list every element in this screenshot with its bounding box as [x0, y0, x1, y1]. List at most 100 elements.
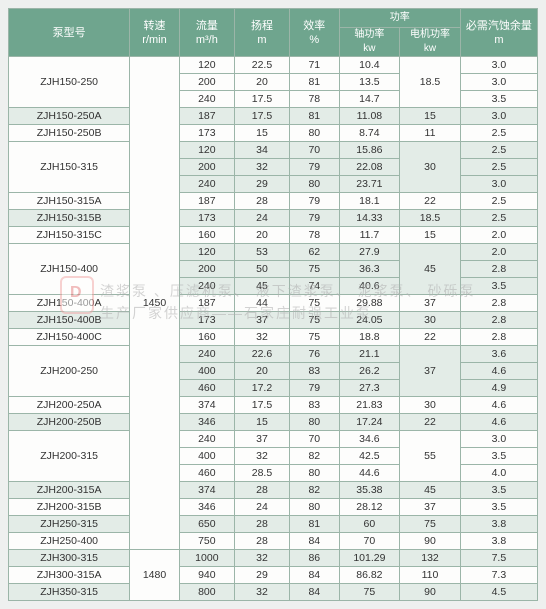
col-speed: 转速r/min [130, 9, 180, 57]
cell: 22.5 [234, 57, 289, 74]
cell: 4.6 [460, 363, 537, 380]
cell: 132 [400, 550, 461, 567]
cell: ZJH150-400 [9, 244, 130, 295]
cell: 37 [400, 499, 461, 516]
cell: 44.6 [339, 465, 400, 482]
cell: 80 [290, 465, 340, 482]
cell: 37 [234, 431, 289, 448]
cell: 79 [290, 380, 340, 397]
table-row: ZJH150-250B17315808.74112.5 [9, 125, 538, 142]
cell: 400 [179, 448, 234, 465]
cell: 800 [179, 584, 234, 601]
cell: 27.3 [339, 380, 400, 397]
cell: 160 [179, 329, 234, 346]
cell: 650 [179, 516, 234, 533]
cell: 1480 [130, 550, 180, 601]
cell: 70 [339, 533, 400, 550]
cell: 75 [290, 312, 340, 329]
cell: ZJH150-400A [9, 295, 130, 312]
table-row: ZJH200-315A374288235.38453.5 [9, 482, 538, 499]
cell: 24 [234, 499, 289, 516]
cell: 60 [339, 516, 400, 533]
cell: 3.0 [460, 431, 537, 448]
cell: 32 [234, 550, 289, 567]
cell: 83 [290, 363, 340, 380]
cell: 45 [400, 244, 461, 295]
cell: 240 [179, 278, 234, 295]
table-row: ZJH150-400C160327518.8222.8 [9, 329, 538, 346]
cell: 80 [290, 176, 340, 193]
cell: 14.33 [339, 210, 400, 227]
cell: 55 [400, 431, 461, 482]
cell: 75 [290, 295, 340, 312]
cell: 200 [179, 159, 234, 176]
cell: ZJH350-315 [9, 584, 130, 601]
cell: 17.2 [234, 380, 289, 397]
table-row: ZJH350-315800328475904.5 [9, 584, 538, 601]
cell: 42.5 [339, 448, 400, 465]
table-row: ZJH150-315C160207811.7152.0 [9, 227, 538, 244]
cell: 32 [234, 448, 289, 465]
cell: 160 [179, 227, 234, 244]
cell: 15.86 [339, 142, 400, 159]
cell: 29.88 [339, 295, 400, 312]
cell: 120 [179, 142, 234, 159]
col-head: 扬程m [234, 9, 289, 57]
cell: 346 [179, 499, 234, 516]
cell: 11 [400, 125, 461, 142]
cell: ZJH200-250A [9, 397, 130, 414]
cell: 36.3 [339, 261, 400, 278]
cell: 2.0 [460, 244, 537, 261]
cell: 50 [234, 261, 289, 278]
cell: 70 [290, 142, 340, 159]
cell: 83 [290, 397, 340, 414]
cell: 76 [290, 346, 340, 363]
cell: ZJH150-400C [9, 329, 130, 346]
cell: 15 [234, 414, 289, 431]
table-row: ZJH200-250A37417.58321.83304.6 [9, 397, 538, 414]
cell: 1450 [130, 57, 180, 550]
table-row: ZJH200-315240377034.6553.0 [9, 431, 538, 448]
cell: 21.83 [339, 397, 400, 414]
cell: 3.8 [460, 533, 537, 550]
cell: 3.5 [460, 278, 537, 295]
cell: 74 [290, 278, 340, 295]
table-row: ZJH150-250A18717.58111.08153.0 [9, 108, 538, 125]
cell: 75 [400, 516, 461, 533]
cell: 71 [290, 57, 340, 74]
cell: 62 [290, 244, 340, 261]
table-row: ZJH150-315120347015.86302.5 [9, 142, 538, 159]
cell: 2.5 [460, 193, 537, 210]
cell: 80 [290, 125, 340, 142]
cell: 2.8 [460, 261, 537, 278]
cell: 78 [290, 91, 340, 108]
cell: 14.7 [339, 91, 400, 108]
cell: 4.6 [460, 397, 537, 414]
cell: 17.5 [234, 91, 289, 108]
cell: 374 [179, 397, 234, 414]
cell: 173 [179, 125, 234, 142]
cell: 240 [179, 176, 234, 193]
cell: ZJH150-250A [9, 108, 130, 125]
cell: 20 [234, 363, 289, 380]
col-flow: 流量m³/h [179, 9, 234, 57]
cell: 8.74 [339, 125, 400, 142]
cell: 18.5 [400, 210, 461, 227]
cell: ZJH200-315A [9, 482, 130, 499]
cell: 3.5 [460, 448, 537, 465]
cell: 4.0 [460, 465, 537, 482]
cell: 22 [400, 329, 461, 346]
cell: 187 [179, 108, 234, 125]
cell: 45 [234, 278, 289, 295]
cell: 4.9 [460, 380, 537, 397]
cell: 11.08 [339, 108, 400, 125]
table-row: ZJH150-250145012022.57110.418.53.0 [9, 57, 538, 74]
table-row: ZJH200-25024022.67621.1373.6 [9, 346, 538, 363]
cell: 120 [179, 244, 234, 261]
cell: 3.8 [460, 516, 537, 533]
cell: 86 [290, 550, 340, 567]
cell: 18.8 [339, 329, 400, 346]
cell: 30 [400, 397, 461, 414]
cell: 400 [179, 363, 234, 380]
table-row: ZJH200-315B346248028.12373.5 [9, 499, 538, 516]
